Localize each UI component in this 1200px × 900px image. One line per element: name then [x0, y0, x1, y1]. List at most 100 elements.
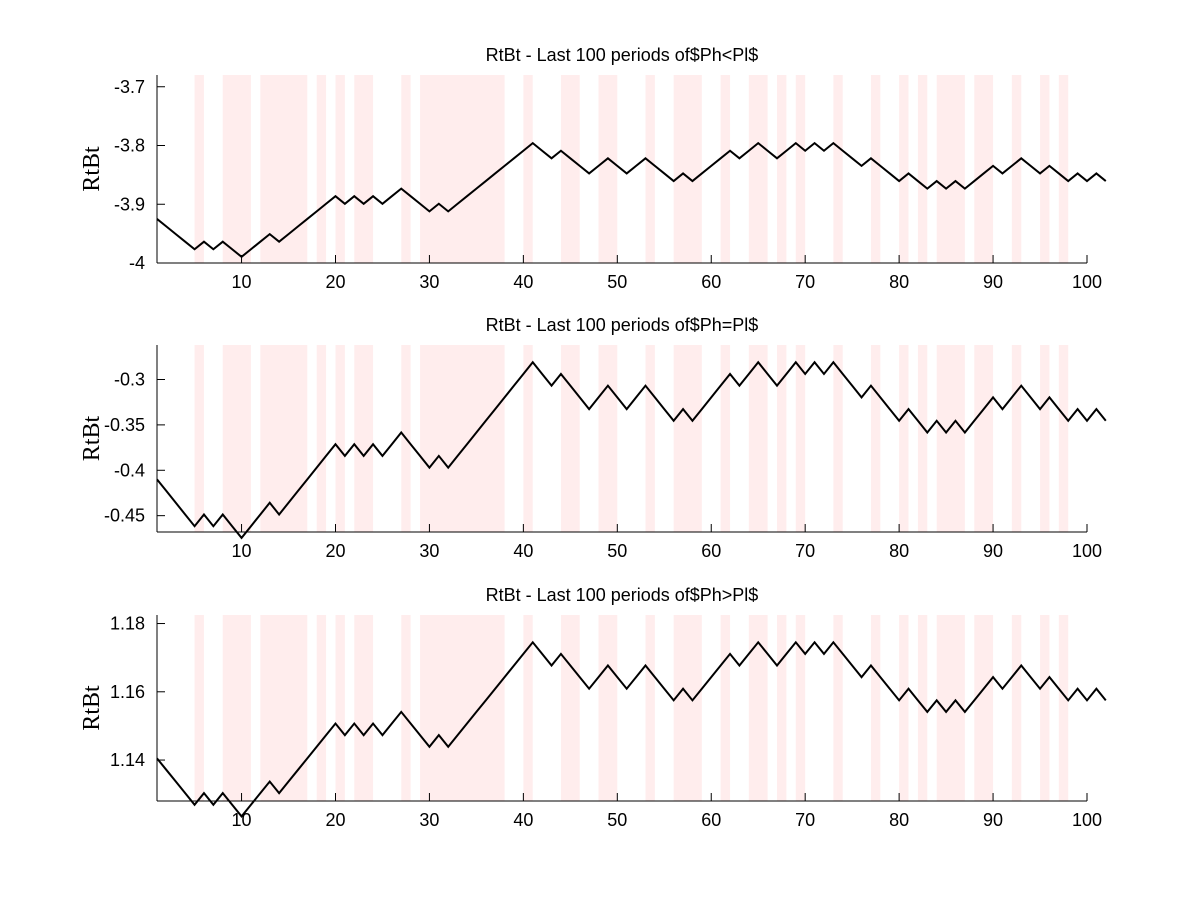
x-tick-label: 50 — [607, 541, 627, 561]
x-tick-label: 40 — [513, 272, 533, 292]
shaded-band — [194, 345, 204, 532]
x-tick-label: 90 — [983, 810, 1003, 830]
series-line — [156, 360, 1107, 540]
shaded-band — [560, 615, 580, 801]
shaded-bands — [194, 615, 1069, 801]
shaded-band — [1058, 75, 1069, 263]
shaded-band — [917, 615, 928, 801]
shaded-band — [917, 345, 928, 532]
shaded-band — [777, 615, 787, 801]
shaded-band — [598, 615, 618, 801]
shaded-band — [222, 345, 251, 532]
shaded-band — [222, 75, 251, 263]
x-tick-label: 30 — [419, 272, 439, 292]
shaded-band — [795, 615, 806, 801]
shaded-band — [401, 75, 411, 263]
shaded-band — [260, 345, 308, 532]
shaded-band — [748, 345, 768, 532]
y-tick-label: -3.7 — [114, 77, 145, 97]
y-tick-label: -3.9 — [114, 194, 145, 214]
y-tick-label: -0.45 — [104, 506, 145, 526]
shaded-band — [870, 345, 881, 532]
shaded-band — [936, 75, 965, 263]
shaded-band — [899, 345, 909, 532]
shaded-band — [1040, 345, 1050, 532]
x-tick-label: 90 — [983, 272, 1003, 292]
shaded-band — [316, 615, 327, 801]
shaded-band — [1058, 615, 1069, 801]
shaded-band — [936, 615, 965, 801]
y-tick-label: 1.16 — [110, 682, 145, 702]
shaded-band — [777, 345, 787, 532]
shaded-band — [899, 75, 909, 263]
series-line — [156, 640, 1107, 818]
series-line — [156, 141, 1107, 259]
x-tick-label: 60 — [701, 272, 721, 292]
x-tick-label: 30 — [419, 810, 439, 830]
shaded-band — [645, 75, 655, 263]
shaded-band — [354, 345, 374, 532]
x-tick-label: 100 — [1072, 272, 1102, 292]
shaded-band — [260, 75, 308, 263]
shaded-band — [194, 615, 204, 801]
y-axis-label: RtBt — [79, 415, 105, 461]
shaded-band — [645, 615, 655, 801]
x-tick-label: 40 — [513, 810, 533, 830]
shaded-band — [748, 75, 768, 263]
y-tick-label: 1.18 — [110, 614, 145, 634]
x-tick-label: 60 — [701, 541, 721, 561]
shaded-band — [795, 75, 806, 263]
shaded-band — [420, 615, 505, 801]
y-tick-label: 1.14 — [110, 750, 145, 770]
x-tick-label: 100 — [1072, 541, 1102, 561]
x-tick-label: 10 — [232, 810, 252, 830]
shaded-band — [720, 75, 731, 263]
shaded-band — [795, 345, 806, 532]
shaded-band — [974, 615, 994, 801]
shaded-band — [974, 345, 994, 532]
shaded-band — [673, 345, 702, 532]
shaded-band — [598, 345, 618, 532]
x-tick-label: 80 — [889, 810, 909, 830]
shaded-band — [899, 615, 909, 801]
shaded-band — [194, 75, 204, 263]
shaded-band — [523, 345, 533, 532]
x-tick-label: 80 — [889, 541, 909, 561]
shaded-band — [673, 615, 702, 801]
x-tick-label: 20 — [325, 810, 345, 830]
chart-title: RtBt - Last 100 periods of$Ph=Pl$ — [486, 315, 759, 335]
chart-title: RtBt - Last 100 periods of$Ph>Pl$ — [486, 585, 759, 605]
x-tick-label: 90 — [983, 541, 1003, 561]
shaded-band — [1011, 615, 1022, 801]
x-tick-label: 60 — [701, 810, 721, 830]
y-tick-label: -3.8 — [114, 136, 145, 156]
shaded-band — [354, 615, 374, 801]
shaded-band — [974, 75, 994, 263]
shaded-band — [420, 345, 505, 532]
shaded-band — [222, 615, 251, 801]
shaded-band — [316, 345, 327, 532]
shaded-band — [401, 615, 411, 801]
subplot-3: 10 20 30 40 50 60 70 80 90 100 1.18 1.16 1.14 RtBt - … — [79, 585, 1107, 830]
shaded-band — [748, 615, 768, 801]
x-tick-label: 50 — [607, 272, 627, 292]
shaded-band — [420, 75, 505, 263]
shaded-bands — [194, 345, 1069, 532]
x-tick-label: 70 — [795, 541, 815, 561]
y-axis-label: RtBt — [79, 146, 105, 192]
x-tick-label: 20 — [325, 272, 345, 292]
subplot-1: 10 20 30 40 50 60 70 80 90 100 -3.7 -3.8 -3.9 -4 RtBt … — [79, 45, 1107, 292]
y-tick-label: -0.35 — [104, 415, 145, 435]
shaded-band — [335, 75, 345, 263]
shaded-band — [777, 75, 787, 263]
shaded-band — [335, 615, 345, 801]
shaded-band — [260, 615, 308, 801]
shaded-band — [523, 75, 533, 263]
chart-title: RtBt - Last 100 periods of$Ph<Pl$ — [486, 45, 759, 65]
x-tick-label: 10 — [232, 541, 252, 561]
y-tick-label: -0.3 — [114, 369, 145, 389]
y-axis-label: RtBt — [79, 685, 105, 731]
x-tick-label: 80 — [889, 272, 909, 292]
x-tick-label: 20 — [325, 541, 345, 561]
